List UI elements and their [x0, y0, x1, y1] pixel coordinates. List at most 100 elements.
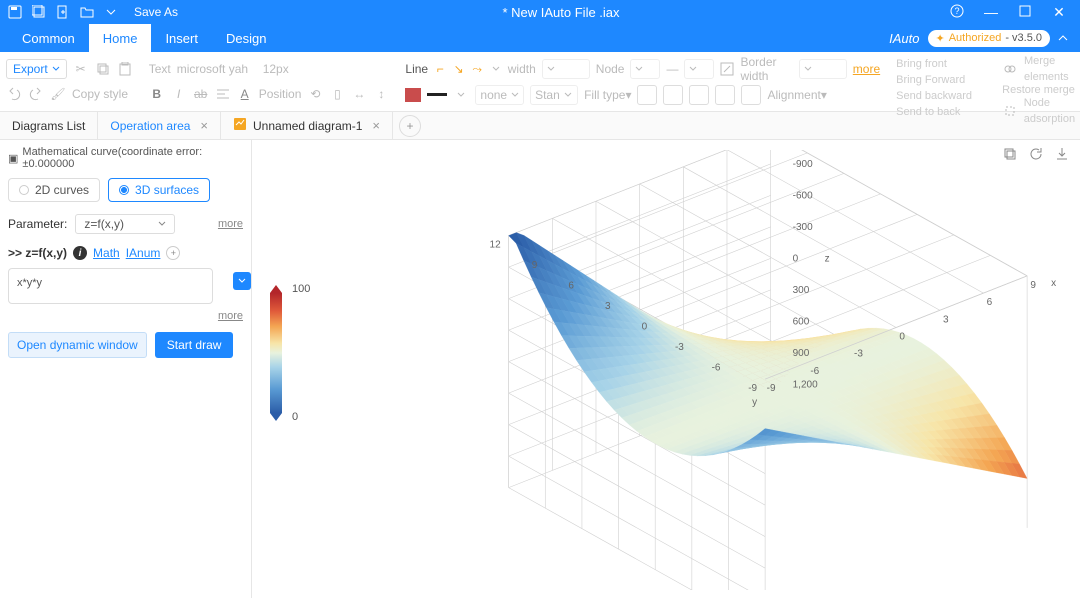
format-painter-icon[interactable]: 🖌 [50, 86, 66, 102]
strikethrough-icon[interactable]: ab [193, 86, 209, 102]
menu-insert[interactable]: Insert [151, 24, 212, 52]
line-l-icon[interactable]: ⌐ [434, 61, 446, 77]
expression-more[interactable]: more [8, 310, 243, 322]
line-style-stan[interactable]: Stan [530, 85, 578, 105]
export-button[interactable]: Export [6, 59, 67, 79]
rotate-right-icon[interactable]: ▯ [329, 86, 345, 102]
font-color-icon[interactable]: A [237, 86, 253, 102]
math-link[interactable]: Math [93, 246, 120, 260]
auth-badge[interactable]: ✦ Authorized - v3.5.0 [928, 30, 1051, 47]
more-link[interactable]: more [853, 62, 880, 76]
mode-2d-curves[interactable]: 2D curves [8, 178, 100, 202]
swatch-down-icon[interactable] [453, 87, 469, 103]
info-icon[interactable]: i [73, 246, 87, 260]
send-backward[interactable]: Send backward [896, 88, 986, 104]
open-folder-icon[interactable] [80, 5, 94, 19]
chevron-down-icon[interactable] [104, 5, 118, 19]
maximize-icon[interactable] [1012, 4, 1038, 20]
line-down-icon[interactable] [489, 61, 501, 77]
send-to-back[interactable]: Send to back [896, 104, 986, 120]
product-name: IAuto [889, 31, 919, 46]
width-select[interactable] [542, 59, 590, 79]
close-icon[interactable]: × [200, 118, 208, 133]
tab-operation-area[interactable]: Operation area× [98, 112, 221, 139]
node-end-select[interactable] [684, 59, 714, 79]
parameter-select[interactable]: z=f(x,y) [75, 214, 175, 234]
node-start-select[interactable] [630, 59, 660, 79]
save-all-icon[interactable] [32, 5, 46, 19]
svg-text:6: 6 [568, 281, 574, 292]
bold-icon[interactable]: B [149, 86, 165, 102]
line-curve-icon[interactable]: ⤳ [471, 61, 483, 77]
fill-preview[interactable] [637, 85, 657, 105]
fill-sq4[interactable] [741, 85, 761, 105]
operation-panel: ▣ Mathematical curve(coordinate error:±0… [0, 140, 252, 598]
merge-elements[interactable]: Merge elements [1024, 53, 1080, 85]
svg-text:1,200: 1,200 [793, 379, 818, 390]
italic-icon[interactable]: I [171, 86, 187, 102]
line-style-none[interactable]: none [475, 85, 524, 105]
new-tab-button[interactable]: + [399, 115, 421, 137]
bring-front[interactable]: Bring front [896, 56, 986, 72]
star-icon: ✦ [936, 32, 945, 45]
collapse-ribbon-icon[interactable] [1058, 32, 1070, 44]
alignment-label[interactable]: Alignment▾ [767, 88, 826, 102]
canvas-area[interactable]: 100 0 -1,200-900-600-30003006009001,200z… [252, 140, 1080, 598]
font-size-input[interactable]: 12px [263, 62, 303, 76]
surface-3d-plot[interactable]: -1,200-900-600-30003006009001,200z-9-6-3… [432, 150, 1080, 590]
svg-text:-3: -3 [854, 349, 863, 360]
line-color-swatch[interactable] [405, 88, 421, 102]
fill-sq3[interactable] [715, 85, 735, 105]
flip-h-icon[interactable]: ↔ [351, 86, 367, 102]
svg-text:-9: -9 [748, 383, 757, 394]
colorbar-bottom-marker [270, 413, 282, 421]
svg-text:0: 0 [793, 253, 799, 264]
diagram-icon [233, 117, 247, 134]
line-weight-swatch[interactable] [427, 93, 447, 96]
mode-3d-surfaces[interactable]: 3D surfaces [108, 178, 210, 202]
close-icon[interactable]: ✕ [1046, 4, 1072, 21]
help-icon[interactable]: ? [944, 4, 970, 21]
minimize-icon[interactable]: — [978, 4, 1004, 20]
merge-icon [1002, 61, 1018, 77]
line-arrow-icon[interactable]: ↘ [453, 61, 465, 77]
rotate-left-icon[interactable]: ⟲ [307, 86, 323, 102]
ianum-link[interactable]: IAnum [126, 246, 161, 260]
border-width-select[interactable] [799, 59, 847, 79]
expression-input[interactable]: x*y*y [8, 268, 213, 304]
node-adsorption[interactable]: Node adsorption [1024, 95, 1080, 127]
fill-sq2[interactable] [689, 85, 709, 105]
tab-document-1[interactable]: Unnamed diagram-1× [221, 112, 393, 139]
parameter-more[interactable]: more [218, 218, 243, 230]
close-icon[interactable]: × [372, 118, 380, 133]
position-label[interactable]: Position [259, 87, 302, 101]
undo-icon[interactable] [6, 86, 22, 102]
expand-icon[interactable]: ▣ [8, 152, 18, 165]
svg-text:9: 9 [1030, 280, 1036, 291]
pick-color-icon[interactable] [720, 61, 734, 77]
ribbon: Export ✂ 🖌 Copy style Text microsoft yah… [0, 52, 1080, 112]
open-dynamic-window-button[interactable]: Open dynamic window [8, 332, 147, 358]
tab-diagrams-list[interactable]: Diagrams List [0, 112, 98, 139]
align-icon[interactable] [215, 86, 231, 102]
fill-type-label[interactable]: Fill type▾ [584, 88, 631, 102]
bring-forward[interactable]: Bring Forward [896, 72, 986, 88]
expression-dropdown-icon[interactable] [233, 272, 251, 290]
new-file-icon[interactable] [56, 5, 70, 19]
cut-icon[interactable]: ✂ [73, 61, 89, 77]
redo-icon[interactable] [28, 86, 44, 102]
menu-common[interactable]: Common [8, 24, 89, 52]
line-label: Line [405, 62, 428, 76]
font-family-input[interactable]: microsoft yah [177, 62, 257, 76]
save-icon[interactable] [8, 5, 22, 19]
paste-icon[interactable] [117, 61, 133, 77]
menu-design[interactable]: Design [212, 24, 280, 52]
fill-sq1[interactable] [663, 85, 683, 105]
flip-v-icon[interactable]: ↕ [373, 86, 389, 102]
copy-icon[interactable] [95, 61, 111, 77]
save-as-button[interactable]: Save As [134, 5, 178, 19]
start-draw-button[interactable]: Start draw [155, 332, 234, 358]
menu-home[interactable]: Home [89, 24, 152, 52]
copy-style-label[interactable]: Copy style [72, 87, 128, 101]
add-formula-icon[interactable]: + [166, 246, 180, 260]
